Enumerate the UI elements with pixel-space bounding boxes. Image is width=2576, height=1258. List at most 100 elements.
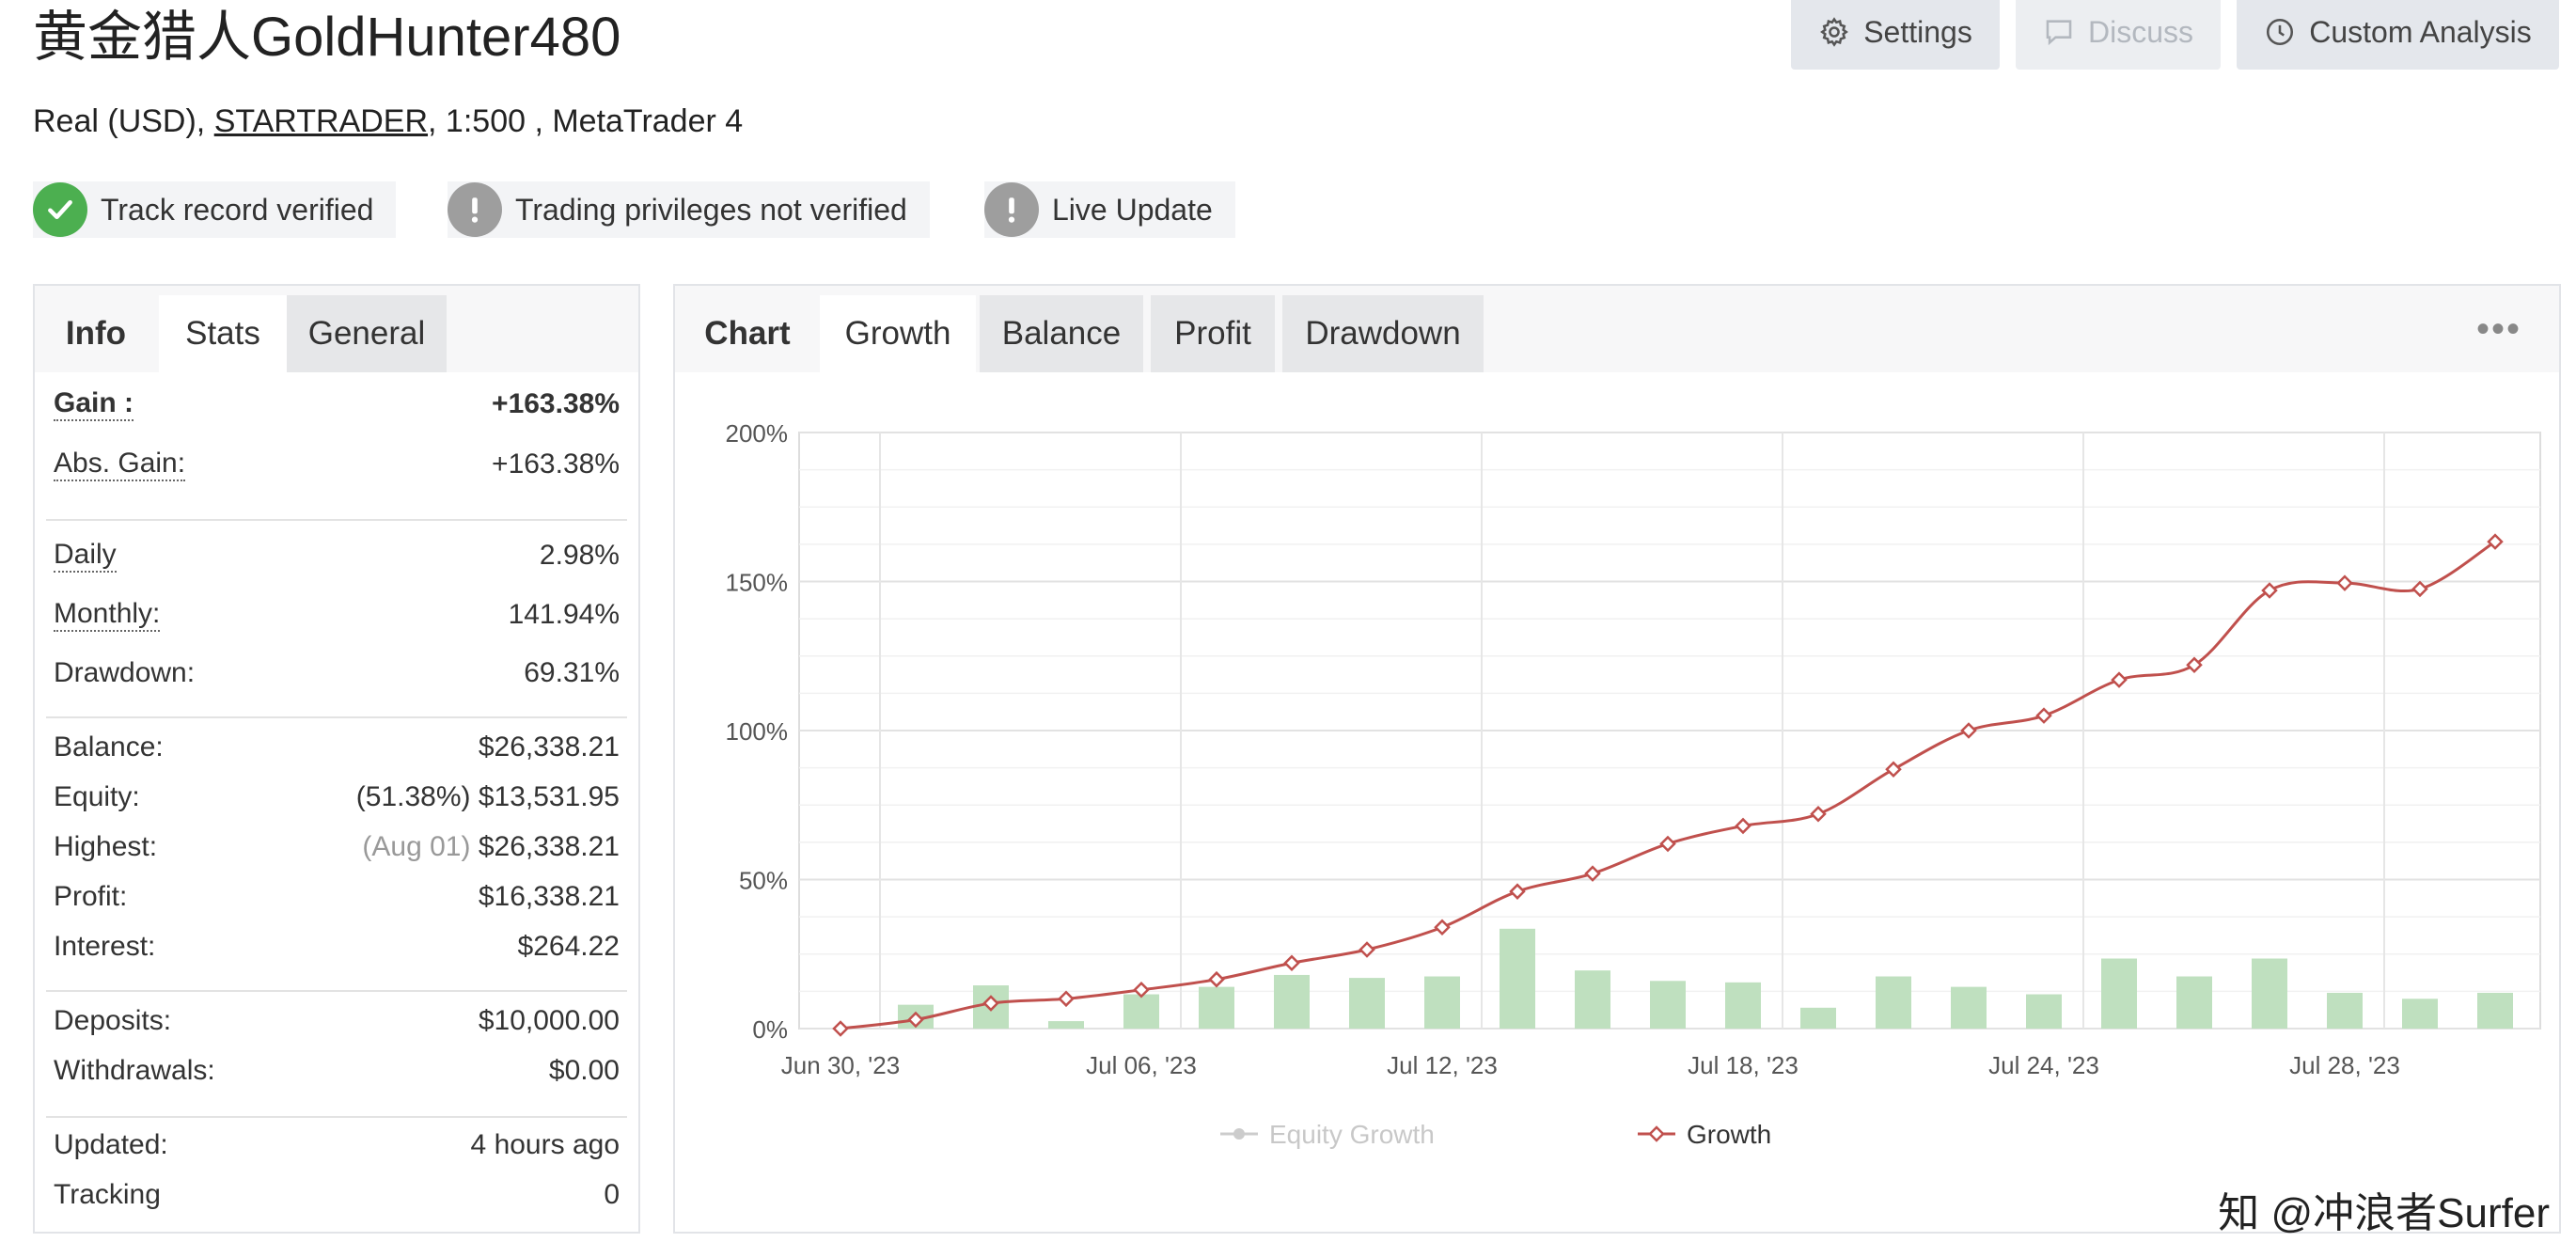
stat-daily: Daily 2.98% (54, 535, 620, 576)
custom-analysis-button[interactable]: Custom Analysis (2237, 0, 2559, 70)
stat-abs-gain: Abs. Gain: +163.38% (54, 444, 620, 485)
stat-value: 69.31% (524, 657, 620, 688)
growth-bar (1123, 994, 1159, 1029)
tab-profit[interactable]: Profit (1151, 295, 1275, 372)
tab-chart[interactable]: Chart (704, 315, 791, 352)
trading-privileges-badge: Trading privileges not verified (448, 181, 930, 238)
growth-bar (1725, 982, 1761, 1029)
growth-point (907, 1011, 924, 1029)
growth-point (1058, 990, 1075, 1008)
growth-point (1283, 954, 1300, 972)
discuss-button[interactable]: Discuss (2016, 0, 2221, 70)
growth-point (1133, 982, 1150, 999)
x-tick-label: Jul 06, '23 (1086, 1051, 1197, 1079)
growth-point (1434, 919, 1451, 936)
tab-balance[interactable]: Balance (980, 295, 1143, 372)
tab-info[interactable]: Info (65, 315, 127, 352)
legend-equity-label: Equity Growth (1269, 1120, 1435, 1149)
stat-value: +163.38% (492, 388, 620, 419)
stat-profit: Profit: $16,338.21 (54, 876, 620, 918)
growth-bar (1650, 981, 1686, 1029)
settings-label: Settings (1863, 14, 1972, 49)
track-record-label: Track record verified (101, 192, 374, 227)
legend-growth-marker (1648, 1125, 1665, 1142)
growth-bar (2327, 992, 2363, 1029)
stat-gain: Gain : +163.38% (54, 384, 620, 425)
clock-icon (2267, 18, 2294, 46)
stat-equity: Equity: (51.38%) $13,531.95 (54, 777, 620, 818)
growth-bar (1575, 970, 1610, 1029)
stat-note: (Aug 01) (362, 831, 471, 862)
y-tick-label: 200% (726, 419, 789, 448)
growth-bar (1424, 976, 1460, 1029)
growth-point (2186, 656, 2203, 674)
growth-bar (2402, 999, 2438, 1029)
broker-link[interactable]: STARTRADER (213, 103, 429, 139)
stat-label[interactable]: Monthly: (54, 598, 161, 632)
stat-value: 141.94% (508, 599, 620, 630)
growth-chart: 0% 50% 100% 150% 200% Jun 30, '23 Jul 06, '23 J… (726, 419, 2541, 1149)
check-icon (33, 182, 87, 237)
growth-point (2411, 580, 2428, 598)
stat-label: Interest: (54, 931, 156, 962)
account-type: Real (USD), (33, 103, 214, 139)
stat-value: $264.22 (517, 931, 620, 962)
track-record-badge: Track record verified (33, 181, 397, 238)
discuss-label: Discuss (2087, 14, 2193, 49)
tab-general[interactable]: General (287, 295, 447, 372)
stat-label: Tracking (54, 1179, 161, 1210)
watermark: 知 @冲浪者Surfer (2218, 1190, 2550, 1236)
growth-point (2035, 707, 2052, 724)
x-tick-label: Jun 30, '23 (781, 1051, 900, 1079)
stat-label: Drawdown: (54, 657, 196, 688)
growth-bar (1951, 986, 1987, 1029)
account-details: , 1:500 , MetaTrader 4 (428, 103, 744, 139)
legend-growth-label: Growth (1687, 1120, 1771, 1149)
growth-bar (1199, 986, 1234, 1029)
growth-point (2336, 574, 2353, 591)
growth-bar (1876, 976, 1911, 1029)
exclamation-icon (984, 182, 1039, 237)
divider (46, 716, 627, 718)
growth-bar (2101, 958, 2137, 1029)
page-title: 黄金猎人GoldHunter480 (33, 7, 621, 68)
x-tick-label: Jul 18, '23 (1688, 1051, 1798, 1079)
growth-bar (2252, 958, 2287, 1029)
y-tick-label: 100% (726, 717, 789, 746)
growth-bar (2477, 992, 2513, 1029)
legend-equity-marker (1233, 1128, 1245, 1140)
growth-point (1885, 761, 1902, 778)
stat-value: $0.00 (548, 1055, 620, 1086)
stat-label: Withdrawals: (54, 1055, 215, 1086)
account-subtitle: Real (USD), STARTRADER, 1:500 , MetaTrad… (33, 103, 743, 140)
growth-bar (1800, 1007, 1836, 1029)
gear-icon (1820, 17, 1849, 47)
stat-label[interactable]: Gain : (54, 387, 134, 421)
stat-tracking: Tracking 0 (54, 1174, 620, 1216)
stat-note: (51.38%) (355, 781, 471, 812)
stat-label[interactable]: Abs. Gain: (54, 448, 186, 481)
tab-growth[interactable]: Growth (820, 295, 976, 372)
stat-value: $26,338.21 (478, 731, 620, 763)
stat-value: 4 hours ago (470, 1129, 620, 1160)
stat-value: $16,338.21 (478, 881, 620, 912)
stat-label[interactable]: Daily (54, 539, 117, 573)
growth-point (2487, 533, 2504, 550)
ellipsis-icon[interactable]: ••• (2475, 308, 2521, 350)
stat-deposits: Deposits: $10,000.00 (54, 1000, 620, 1042)
settings-button[interactable]: Settings (1791, 0, 2000, 70)
x-tick-label: Jul 12, '23 (1387, 1051, 1498, 1079)
y-tick-label: 150% (726, 569, 789, 597)
stat-balance: Balance: $26,338.21 (54, 727, 620, 768)
chart-tabbar: Chart Growth Balance Profit Drawdown ••• (675, 286, 2559, 372)
x-tick-label: Jul 24, '23 (1988, 1051, 2099, 1079)
divider (46, 519, 627, 521)
stat-value: $13,531.95 (478, 781, 620, 812)
stat-value: 0 (604, 1179, 620, 1210)
stat-updated: Updated: 4 hours ago (54, 1124, 620, 1166)
growth-point (982, 995, 999, 1012)
trading-privileges-label: Trading privileges not verified (515, 192, 907, 227)
tab-drawdown[interactable]: Drawdown (1282, 295, 1484, 372)
tab-stats[interactable]: Stats (159, 295, 287, 372)
comment-icon (2046, 20, 2072, 46)
